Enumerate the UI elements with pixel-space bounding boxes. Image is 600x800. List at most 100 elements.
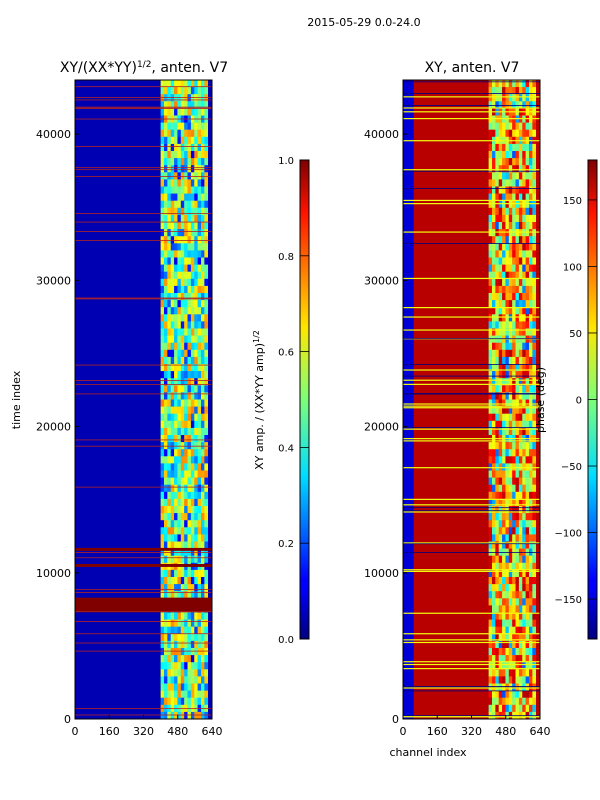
left-heatmap-cell (204, 711, 209, 720)
right-heatmap-cell (488, 562, 493, 571)
left-colorbar-gradient (299, 159, 310, 640)
left-heatmap-cell (167, 577, 172, 585)
right-heatmap-cell (488, 143, 493, 152)
right-heatmap-cell (495, 406, 500, 414)
right-heatmap-cell (505, 704, 510, 713)
left-heatmap-cell (194, 690, 198, 698)
left-heatmap-cell (184, 498, 188, 507)
left-heatmap-cell (170, 364, 175, 372)
left-thin-row (75, 445, 212, 447)
left-heatmap-cell (200, 619, 205, 627)
left-heatmap-cell (184, 129, 188, 138)
left-heatmap-cell (200, 420, 205, 429)
left-heatmap-cell (194, 683, 198, 691)
right-heatmap-cell (512, 143, 516, 152)
left-heatmap-cell (197, 143, 202, 152)
right-heatmap-cell (518, 442, 523, 450)
right-colorbar-tick-label: 0 (576, 396, 582, 407)
left-heatmap-cell (177, 577, 182, 585)
left-heatmap-cell (174, 506, 178, 514)
right-heatmap-cell (495, 207, 500, 216)
left-heatmap-cell (187, 129, 192, 138)
right-heatmap-cell (488, 484, 493, 493)
left-heatmap-cell (200, 640, 205, 649)
right-heatmap-cell (532, 101, 537, 109)
left-heatmap-cell (180, 172, 185, 180)
right-heatmap-cell (518, 427, 523, 436)
right-heatmap-cell (512, 271, 516, 280)
right-heatmap-cell (528, 591, 533, 599)
left-heatmap-cell (194, 569, 198, 578)
right-heatmap-cell (518, 690, 523, 698)
left-heatmap-cell (190, 364, 195, 372)
left-heatmap-cell (197, 243, 202, 251)
right-heatmap-cell (512, 662, 516, 670)
right-dark-row (403, 364, 540, 365)
left-heatmap-cell (170, 371, 175, 379)
right-heatmap-cell (522, 541, 526, 549)
left-heatmap-cell (163, 676, 168, 684)
left-heatmap-cell (174, 477, 178, 485)
left-heatmap-cell (187, 229, 192, 237)
right-heatmap-cell (525, 214, 530, 223)
left-heatmap-cell (177, 420, 182, 429)
right-heatmap-cell (498, 101, 503, 109)
right-heatmap-cell (495, 250, 500, 258)
right-heatmap-cell (532, 484, 537, 493)
left-heatmap-cell (180, 122, 185, 130)
right-heatmap-cell (502, 101, 506, 109)
right-heatmap-cell (522, 222, 526, 230)
left-heatmap-cell (204, 108, 209, 116)
right-heatmap-cell (505, 257, 510, 265)
right-heatmap-cell (512, 399, 516, 407)
left-heatmap-cell (167, 172, 172, 180)
right-heatmap-cell (502, 541, 506, 549)
left-heatmap-cell (174, 264, 178, 272)
right-heatmap-cell (518, 484, 523, 493)
left-heatmap-cell (204, 371, 209, 379)
right-heatmap-cell (528, 129, 533, 138)
left-heatmap-cell (187, 456, 192, 464)
left-heatmap-cell (174, 108, 178, 116)
right-heatmap-cell (491, 640, 496, 649)
left-thin-row (75, 221, 212, 223)
right-heatmap-cell (515, 271, 520, 280)
left-heatmap-cell (163, 158, 168, 166)
left-heatmap-cell (190, 612, 195, 620)
right-heatmap-cell (491, 704, 496, 713)
left-heatmap-cell (180, 278, 185, 287)
left-heatmap-cell (184, 577, 188, 585)
right-heatmap-cell (525, 186, 530, 194)
left-heatmap-cell (177, 584, 182, 592)
right-heatmap-cell (518, 491, 523, 500)
left-heatmap-cell (190, 278, 195, 287)
left-heatmap-cell (174, 697, 178, 706)
right-heatmap-cell (495, 321, 500, 329)
right-heatmap-cell (508, 200, 513, 209)
left-heatmap-cell (184, 307, 188, 315)
left-heatmap-cell (167, 349, 172, 358)
right-heatmap-cell (491, 307, 496, 315)
right-heatmap-cell (522, 342, 526, 351)
left-heatmap-cell (200, 165, 205, 173)
left-heatmap-cell (204, 200, 209, 209)
left-heatmap-cell (167, 378, 172, 386)
right-heatmap-cell (488, 690, 493, 698)
left-heatmap-cell (174, 158, 178, 166)
left-heatmap-cell (204, 662, 209, 670)
left-heatmap-cell (163, 87, 168, 95)
left-heatmap-cell (174, 520, 178, 528)
right-heatmap-cell (491, 584, 496, 592)
left-heatmap-cell (197, 264, 202, 272)
left-heatmap-cell (204, 633, 209, 642)
right-heatmap-cell (528, 349, 533, 358)
left-heatmap-cell (180, 314, 185, 322)
left-heatmap-cell (200, 193, 205, 201)
right-heatmap-cell (515, 193, 520, 201)
right-phase-stripe (403, 668, 540, 670)
left-heatmap-cell (194, 619, 198, 627)
right-heatmap-cell (525, 143, 530, 152)
left-thin-row (75, 611, 212, 613)
